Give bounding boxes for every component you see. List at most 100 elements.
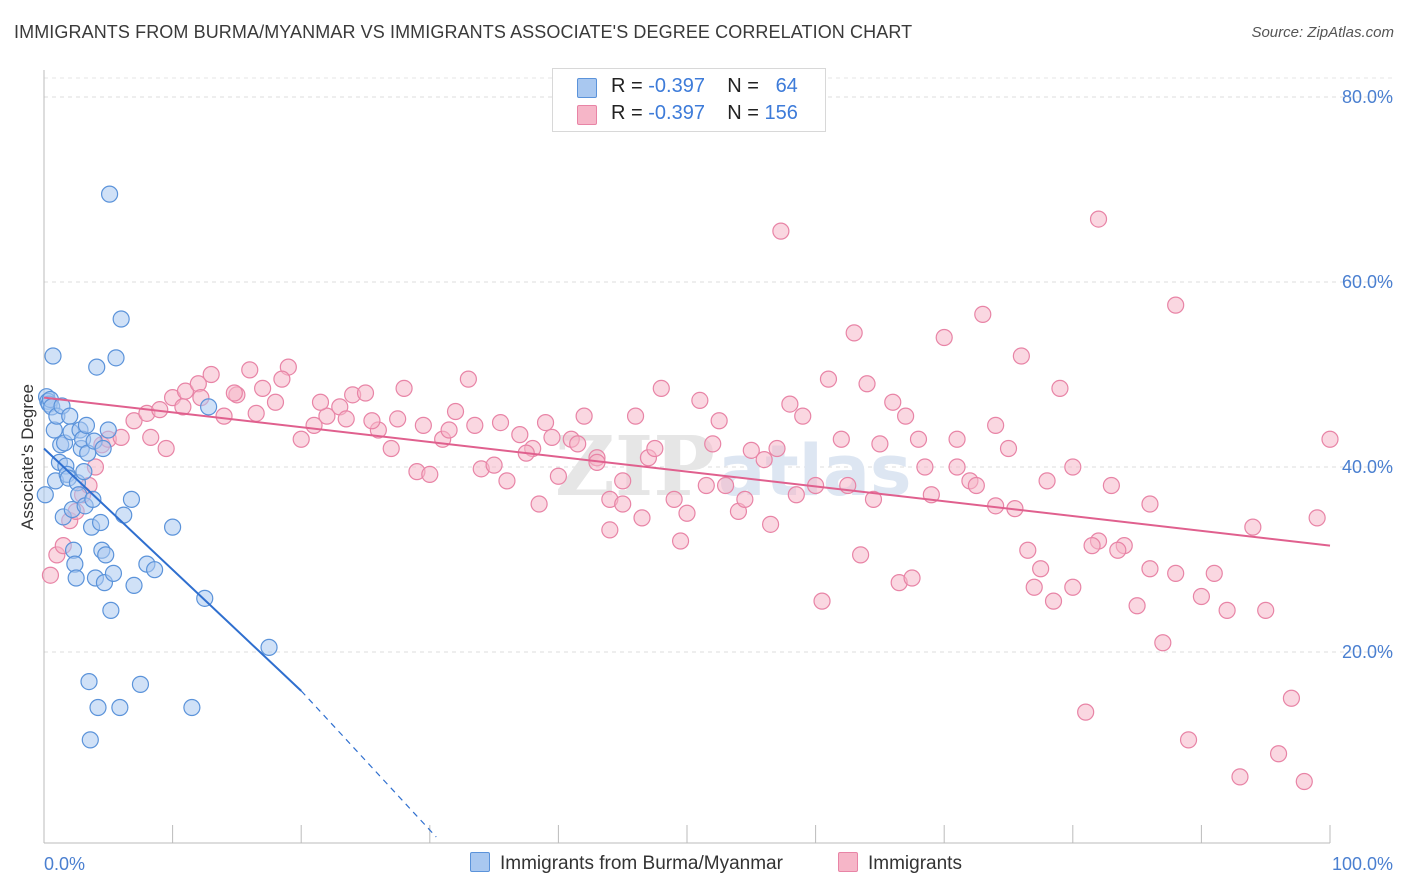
- immigrants-point: [704, 435, 722, 453]
- immigrants-point: [652, 379, 670, 397]
- immigrants-point: [1109, 541, 1127, 559]
- immigrants-point: [832, 430, 850, 448]
- burma-points: [36, 185, 278, 749]
- immigrants-point: [1038, 472, 1056, 490]
- immigrants-point: [665, 490, 683, 508]
- immigrants-point: [174, 398, 192, 416]
- stats-legend: R = -0.397 N = 64 R = -0.397 N = 156: [552, 68, 826, 132]
- immigrants-point: [112, 428, 130, 446]
- burma-point: [97, 546, 115, 564]
- immigrants-point: [511, 426, 529, 444]
- burma-point: [67, 569, 85, 587]
- burma-point: [112, 310, 130, 328]
- burma-point: [200, 398, 218, 416]
- immigrants-point: [543, 428, 561, 446]
- burma-point: [84, 490, 102, 508]
- immigrants-point: [761, 515, 780, 533]
- immigrants-point: [1321, 430, 1339, 448]
- immigrants-point: [125, 412, 143, 430]
- burma-point: [183, 698, 201, 717]
- immigrants-point: [1231, 768, 1249, 786]
- immigrants-point: [710, 412, 728, 430]
- burma-point: [131, 675, 150, 693]
- burma-point: [36, 486, 54, 504]
- immigrants-point: [909, 430, 928, 448]
- immigrants-point: [871, 435, 889, 453]
- immigrants-point: [247, 404, 265, 422]
- immigrants-point: [626, 407, 645, 425]
- immigrants-point: [337, 410, 355, 428]
- immigrants-point: [440, 421, 458, 439]
- bottom-legend-burma: Immigrants from Burma/Myanmar: [470, 852, 783, 875]
- burma-point: [75, 463, 93, 481]
- source-label: Source: ZipAtlas.com: [1251, 24, 1394, 41]
- immigrants-point: [266, 393, 285, 411]
- immigrants-point: [273, 370, 291, 388]
- burma-point: [260, 638, 278, 656]
- burma-point: [89, 698, 107, 717]
- immigrants-point: [1192, 587, 1211, 606]
- immigrants-point: [614, 472, 632, 490]
- immigrants-point: [633, 509, 651, 527]
- immigrants-point: [903, 569, 921, 587]
- immigrants-point: [678, 504, 696, 522]
- immigrants-point: [1154, 634, 1172, 652]
- immigrants-point: [864, 490, 883, 508]
- immigrants-points: [41, 210, 1339, 791]
- immigrants-point: [697, 476, 715, 495]
- immigrants-point: [1282, 689, 1301, 707]
- immigrants-point: [646, 439, 664, 458]
- immigrants-point: [536, 414, 555, 432]
- burma-point: [81, 731, 99, 749]
- bottom-swatch-immigrants: [838, 852, 858, 872]
- immigrants-point: [691, 391, 709, 409]
- immigrants-point: [446, 402, 465, 421]
- trend-lines: [43, 396, 1331, 838]
- immigrants-point: [736, 490, 754, 508]
- immigrants-point: [356, 384, 375, 402]
- immigrants-point: [241, 361, 259, 379]
- immigrants-point: [1257, 601, 1275, 619]
- burma-point: [164, 518, 182, 536]
- immigrants-point: [772, 222, 790, 240]
- immigrants-point: [1019, 541, 1037, 559]
- burma-trend-extension: [300, 690, 437, 838]
- immigrants-point: [215, 407, 233, 425]
- legend-n-value-burma: 64: [775, 75, 798, 97]
- immigrants-point: [1025, 578, 1043, 596]
- immigrants-point: [491, 414, 510, 432]
- immigrants-point: [1032, 560, 1050, 578]
- immigrants-point: [1044, 592, 1063, 610]
- immigrants-point: [1308, 509, 1326, 527]
- immigrants-point: [948, 430, 966, 448]
- immigrants-point: [967, 476, 985, 495]
- burma-point: [122, 490, 141, 508]
- burma-point: [111, 698, 129, 717]
- immigrants-point: [254, 379, 272, 397]
- immigrants-point: [935, 328, 953, 347]
- immigrants-point: [1102, 476, 1120, 495]
- burma-point: [94, 439, 112, 458]
- immigrants-point: [742, 441, 760, 459]
- axes: [43, 70, 1331, 844]
- immigrants-point: [1167, 296, 1185, 314]
- burma-point: [45, 421, 63, 439]
- burma-point: [102, 601, 120, 619]
- immigrants-point: [225, 384, 243, 402]
- immigrants-point: [999, 439, 1018, 458]
- axis-labels: 20.0% 40.0% 60.0% 80.0% 0.0% 100.0% Associate'…: [18, 87, 1393, 874]
- burma-point: [61, 407, 79, 425]
- immigrants-point: [569, 435, 587, 453]
- immigrants-point: [395, 379, 413, 397]
- bottom-legend-label-burma: Immigrants from Burma/Myanmar: [500, 853, 783, 874]
- legend-r-label: R =: [611, 102, 643, 124]
- burma-point: [104, 564, 123, 582]
- y-tick-label: 60.0%: [1342, 272, 1393, 292]
- burma-point: [44, 347, 62, 365]
- immigrants-point: [916, 458, 934, 476]
- x-tick-label-max: 100.0%: [1332, 854, 1393, 874]
- x-tick-label-min: 0.0%: [44, 854, 85, 874]
- immigrants-point: [1141, 560, 1159, 578]
- immigrants-point: [671, 532, 690, 550]
